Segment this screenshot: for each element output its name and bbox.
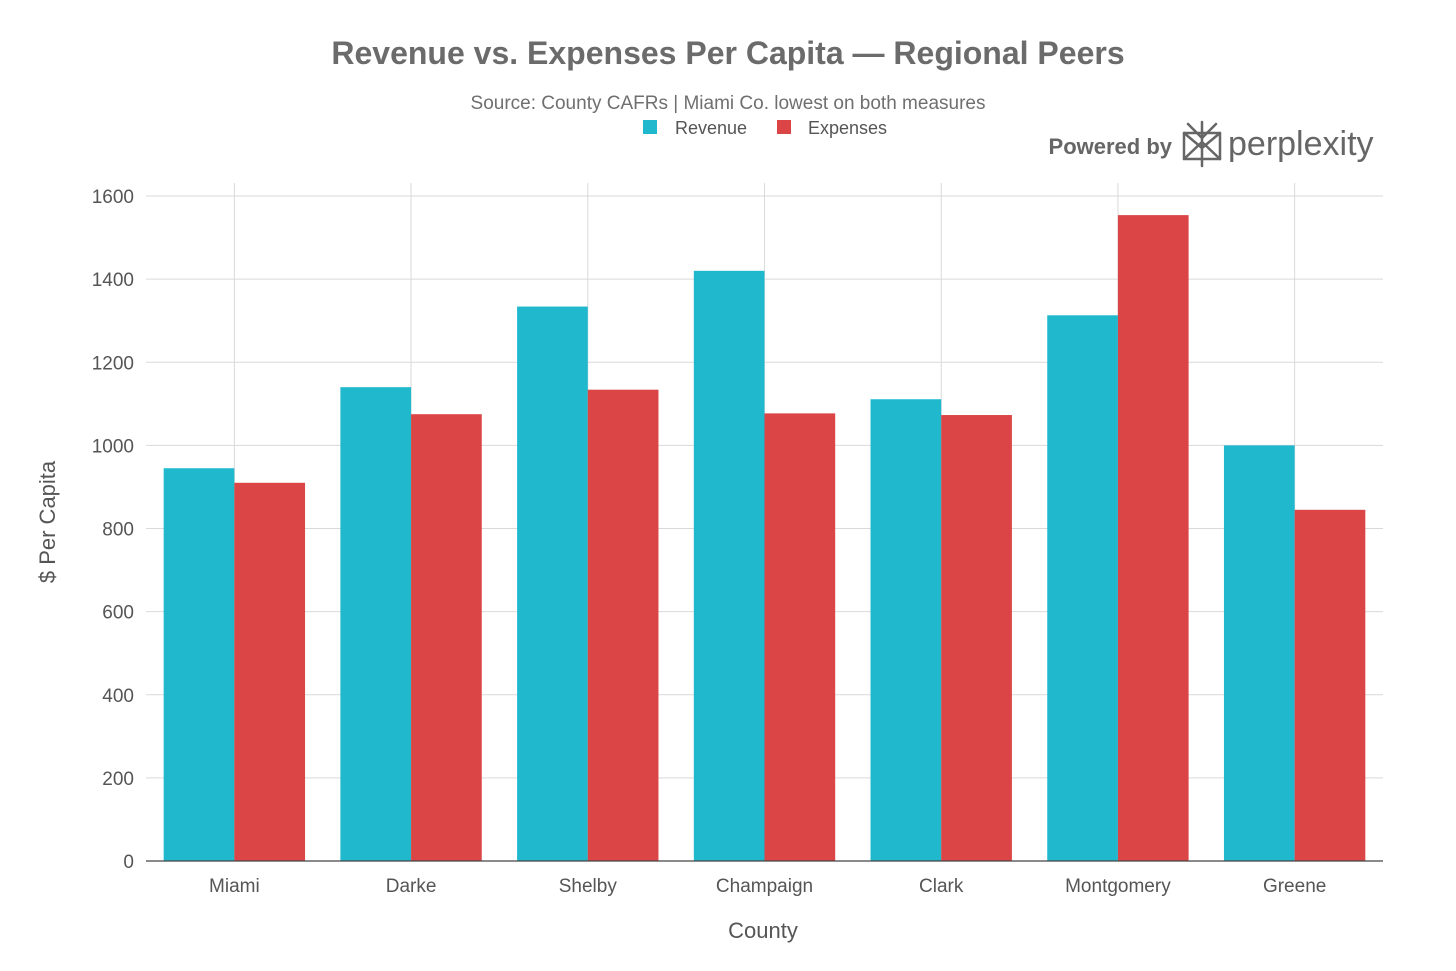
x-tick-label: Darke: [386, 876, 437, 897]
bar-revenue-montgomery[interactable]: [1047, 315, 1118, 861]
y-tick-label: 0: [123, 852, 134, 873]
bar-expenses-darke[interactable]: [411, 414, 482, 861]
x-tick-label: Champaign: [716, 876, 813, 897]
powered-by-text: Powered by: [1049, 134, 1173, 159]
legend-swatch-expenses: [777, 120, 791, 134]
bar-revenue-darke[interactable]: [340, 387, 412, 861]
bars: [163, 215, 1366, 861]
y-tick-label: 1600: [92, 187, 134, 208]
brand-name: perplexity: [1228, 125, 1374, 163]
chart-subtitle: Source: County CAFRs | Miami Co. lowest …: [471, 93, 986, 114]
x-tick-label: Shelby: [559, 876, 618, 897]
perplexity-logo-icon: [1182, 120, 1222, 168]
bar-revenue-champaign[interactable]: [693, 270, 765, 861]
legend-label-expenses[interactable]: Expenses: [808, 118, 887, 138]
bar-expenses-miami[interactable]: [234, 482, 306, 861]
bar-expenses-shelby[interactable]: [587, 389, 659, 861]
bar-revenue-miami[interactable]: [163, 468, 235, 861]
legend-label-revenue[interactable]: Revenue: [675, 118, 747, 138]
y-tick-label: 800: [102, 520, 134, 541]
x-axis-title: County: [728, 918, 798, 943]
powered-by-branding: Powered by perplexity: [1049, 120, 1374, 168]
bar-expenses-champaign[interactable]: [764, 413, 836, 861]
legend: Revenue Expenses: [643, 118, 887, 138]
y-tick-label: 400: [102, 686, 134, 707]
y-tick-label: 1200: [92, 353, 134, 374]
x-tick-label: Montgomery: [1065, 876, 1171, 897]
y-axis-ticks: 0 200 400 600 800 1000 1200 1400 1600: [92, 187, 134, 873]
x-tick-label: Miami: [209, 876, 260, 897]
y-tick-label: 200: [102, 769, 134, 790]
bar-revenue-greene[interactable]: [1223, 445, 1295, 861]
x-tick-label: Greene: [1263, 876, 1326, 897]
x-tick-label: Clark: [919, 876, 964, 897]
x-axis-ticks: Miami Darke Shelby Champaign Clark Montgomery…: [209, 876, 1326, 897]
bar-expenses-montgomery[interactable]: [1117, 215, 1189, 861]
bar-revenue-clark[interactable]: [870, 399, 942, 861]
y-tick-label: 1400: [92, 270, 134, 291]
bar-expenses-greene[interactable]: [1294, 509, 1366, 861]
y-tick-label: 600: [102, 603, 134, 624]
y-tick-label: 1000: [92, 436, 134, 457]
bar-revenue-shelby[interactable]: [517, 306, 588, 861]
chart-title: Revenue vs. Expenses Per Capita — Region…: [331, 35, 1124, 71]
legend-swatch-revenue: [643, 120, 657, 134]
y-axis-title: $ Per Capita: [35, 460, 60, 583]
bar-expenses-clark[interactable]: [941, 415, 1012, 861]
